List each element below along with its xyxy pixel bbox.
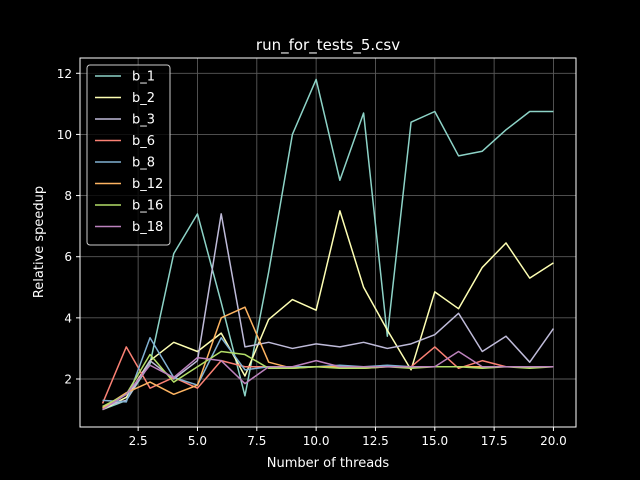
y-axis-label: Relative speedup (32, 186, 47, 298)
legend-box (86, 64, 171, 246)
x-tick-label: 20.0 (540, 434, 567, 448)
legend-label: b_18 (132, 220, 163, 235)
series-lines (101, 78, 555, 411)
axis-ticks: 2.5 5.0 7.5 10.0 12.5 15.0 17.5 20.0 2 4 6 8 10 12 (57, 67, 567, 448)
x-tick-label: 12.5 (362, 434, 389, 448)
y-tick-label: 12 (57, 67, 72, 81)
x-tick-label: 7.5 (247, 434, 266, 448)
series-line-b-16 (102, 350, 554, 408)
series-line-b-3 (102, 213, 555, 408)
plot-frame (79, 57, 577, 428)
x-tick-label: 17.5 (481, 434, 508, 448)
y-tick-label: 6 (64, 250, 72, 264)
y-tick-label: 10 (57, 128, 72, 142)
legend-label: b_16 (132, 199, 163, 214)
series-line-b-12 (102, 306, 554, 409)
x-tick-label: 15.0 (421, 434, 448, 448)
legend-label: b_12 (132, 177, 163, 192)
x-tick-label: 10.0 (303, 434, 330, 448)
x-tick-label: 2.5 (129, 434, 148, 448)
y-tick-label: 8 (64, 189, 72, 203)
legend-label: b_8 (132, 156, 155, 171)
legend-label: b_6 (132, 134, 155, 149)
legend-label: b_1 (132, 70, 155, 85)
series-line-b-2 (102, 210, 554, 411)
series-line-b-1 (102, 78, 554, 411)
y-tick-label: 2 (64, 373, 72, 387)
chart-title: run_for_tests_5.csv (256, 36, 400, 55)
x-axis-label: Number of threads (267, 456, 390, 471)
x-tick-label: 5.0 (188, 434, 207, 448)
y-tick-label: 4 (64, 311, 72, 325)
legend-label: b_3 (132, 113, 155, 128)
series-line-b-18 (102, 350, 554, 411)
legend-label: b_2 (132, 91, 155, 106)
legend: b_1 b_2 b_3 b_6 b_8 b_12 b_16 b_18 (86, 64, 171, 246)
